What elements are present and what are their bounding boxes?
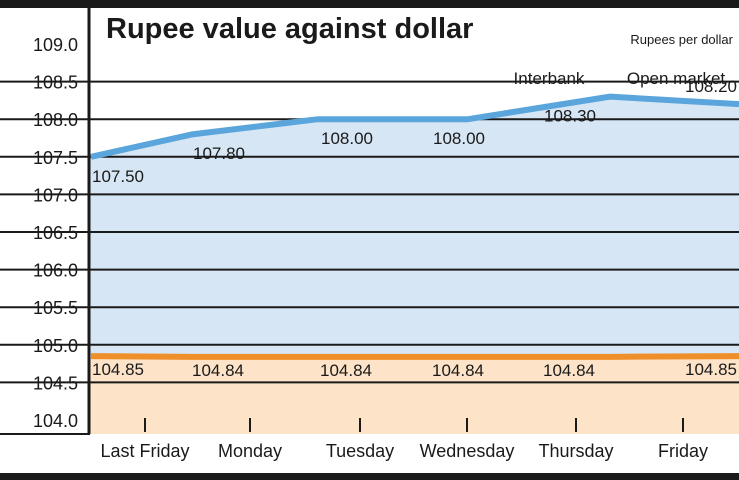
x-tick-label: Monday: [218, 441, 282, 461]
open-market-value-label: 108.00: [321, 129, 373, 148]
legend-interbank: Interbank: [514, 69, 585, 88]
open-market-value-label: 108.30: [544, 107, 596, 126]
interbank-value-label: 104.85: [92, 360, 144, 379]
y-tick-label: 108.0: [33, 110, 78, 130]
y-tick-label: 104.0: [33, 411, 78, 431]
bottom-border: [0, 473, 739, 480]
interbank-line: [90, 353, 739, 360]
interbank-value-label: 104.84: [432, 361, 484, 380]
y-tick-label: 109.0: [33, 35, 78, 55]
x-tick-label: Thursday: [538, 441, 613, 461]
x-tick-label: Wednesday: [420, 441, 515, 461]
open-market-area: [90, 96, 739, 357]
open-market-value-label: 107.50: [92, 167, 144, 186]
gridlines: [0, 80, 739, 384]
interbank-value-label: 104.84: [192, 361, 244, 380]
data-labels: 107.50 107.80 108.00 108.00 108.30 108.20 104.…: [92, 77, 737, 380]
y-axis-ticks: 109.0 108.5 108.0 107.5 107.0 106.5 106.0 105.5…: [33, 35, 78, 431]
legend-open-market: Open market: [627, 69, 726, 88]
y-tick-label: 108.5: [33, 73, 78, 93]
open-market-value-label: 108.20: [685, 77, 737, 96]
y-tick-label: 104.5: [33, 373, 78, 393]
y-tick-label: 105.0: [33, 336, 78, 356]
interbank-area: [90, 356, 739, 434]
y-tick-label: 107.5: [33, 148, 78, 168]
open-market-value-label: 107.80: [193, 144, 245, 163]
y-tick-label: 106.0: [33, 261, 78, 281]
area-fills: [90, 96, 739, 434]
unit-label: Rupees per dollar: [630, 32, 733, 47]
interbank-value-label: 104.84: [320, 361, 372, 380]
y-tick-label: 105.5: [33, 298, 78, 318]
interbank-value-label: 104.84: [543, 361, 595, 380]
x-tick-label: Tuesday: [326, 441, 394, 461]
y-tick-label: 106.5: [33, 223, 78, 243]
interbank-value-label: 104.85: [685, 360, 737, 379]
top-border: [0, 0, 739, 8]
x-axis: Last Friday Monday Tuesday Wednesday Thursda…: [100, 418, 708, 461]
open-market-line: [90, 93, 739, 160]
series-lines: [90, 93, 739, 360]
open-market-value-label: 108.00: [433, 129, 485, 148]
y-tick-label: 107.0: [33, 185, 78, 205]
chart-title: Rupee value against dollar: [106, 13, 473, 45]
x-tick-label: Last Friday: [100, 441, 189, 461]
x-tick-label: Friday: [658, 441, 708, 461]
